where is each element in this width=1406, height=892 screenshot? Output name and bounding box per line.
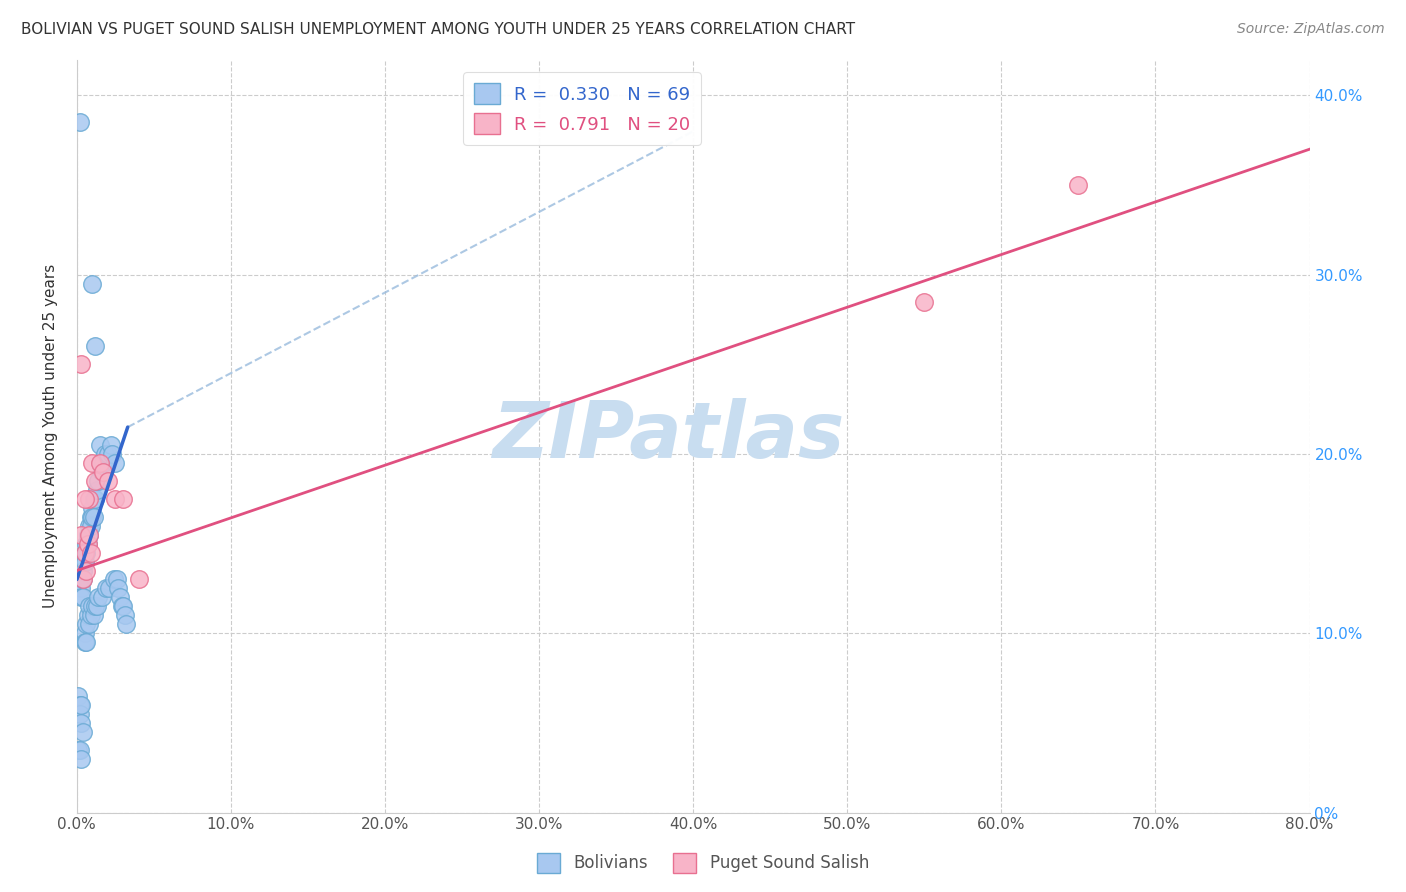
Point [91,456,114,470]
Point [72,573,94,587]
Point [82,456,104,470]
Point [89,456,111,470]
Point [82,599,104,614]
Point [72,564,94,578]
Point [82,277,104,291]
Point [110,599,132,614]
Point [73,635,96,649]
Point [104,491,127,506]
Legend: Bolivians, Puget Sound Salish: Bolivians, Puget Sound Salish [530,847,876,880]
Point [67,689,90,703]
Point [86,599,108,614]
Point [103,573,125,587]
Point [73,546,96,560]
Point [76,536,98,550]
Point [77,617,100,632]
Point [114,608,136,623]
Point [84,474,107,488]
Point [69,115,91,129]
Point [104,456,127,470]
Point [84,599,107,614]
Point [77,527,100,541]
Point [86,483,108,497]
Point [70,752,93,766]
Point [80,608,103,623]
Point [107,582,129,596]
Point [72,724,94,739]
Legend: R =  0.330   N = 69, R =  0.791   N = 20: R = 0.330 N = 69, R = 0.791 N = 20 [464,72,702,145]
Point [70,591,93,605]
Point [70,582,93,596]
Point [87,474,110,488]
Point [80,509,103,524]
Point [70,698,93,712]
Point [77,518,100,533]
Point [72,573,94,587]
Point [82,500,104,515]
Point [77,599,100,614]
Y-axis label: Unemployment Among Youth under 25 years: Unemployment Among Youth under 25 years [44,264,58,608]
Point [73,491,96,506]
Point [80,518,103,533]
Point [76,608,98,623]
Point [98,582,121,596]
Point [69,698,91,712]
Point [83,608,105,623]
Point [94,582,117,596]
Point [75,635,97,649]
Point [84,339,107,353]
Point [112,491,135,506]
Point [89,456,111,470]
Point [83,509,105,524]
Point [77,527,100,541]
Point [82,509,104,524]
Point [89,438,111,452]
Point [90,591,112,605]
Point [105,573,128,587]
Point [101,447,124,461]
Point [108,591,131,605]
Point [75,546,97,560]
Point [91,465,114,479]
Point [77,491,100,506]
Point [87,591,110,605]
Point [70,715,93,730]
Point [93,447,115,461]
Point [69,743,91,757]
Point [97,447,120,461]
Point [912,294,935,309]
Point [75,536,97,550]
Point [83,491,105,506]
Point [75,564,97,578]
Point [73,546,96,560]
Point [84,491,107,506]
Point [115,617,138,632]
Point [90,465,112,479]
Point [128,573,150,587]
Point [73,626,96,640]
Point [100,438,122,452]
Point [112,599,135,614]
Text: BOLIVIAN VS PUGET SOUND SALISH UNEMPLOYMENT AMONG YOUTH UNDER 25 YEARS CORRELATI: BOLIVIAN VS PUGET SOUND SALISH UNEMPLOYM… [21,22,855,37]
Point [72,555,94,569]
Point [70,527,93,541]
Point [80,546,103,560]
Point [72,591,94,605]
Text: ZIPatlas: ZIPatlas [492,398,845,474]
Point [69,706,91,721]
Point [73,555,96,569]
Point [97,474,120,488]
Point [1067,178,1090,192]
Point [67,743,90,757]
Point [70,573,93,587]
Point [76,527,98,541]
Point [76,536,98,550]
Point [75,617,97,632]
Text: Source: ZipAtlas.com: Source: ZipAtlas.com [1237,22,1385,37]
Point [70,357,93,371]
